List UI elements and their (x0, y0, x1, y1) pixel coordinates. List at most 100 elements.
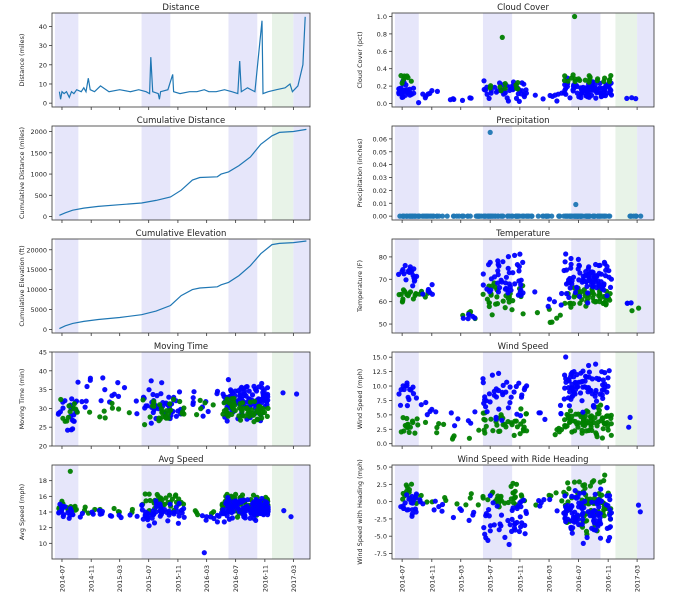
data-point (518, 394, 525, 400)
data-point (498, 512, 505, 518)
data-point (598, 498, 605, 504)
plot-area (396, 251, 642, 325)
data-point (467, 95, 473, 101)
data-point (565, 395, 572, 401)
y-axis-label: Cloud Cover (pct) (356, 31, 364, 88)
data-point (482, 417, 488, 423)
data-point (599, 369, 605, 375)
data-point (410, 391, 417, 397)
data-point (424, 499, 430, 505)
data-point (572, 387, 579, 393)
data-point (566, 403, 573, 409)
data-point (494, 301, 501, 307)
data-point (596, 510, 602, 516)
data-point (190, 395, 196, 401)
data-point (579, 279, 585, 285)
y-tick-label: 1500 (30, 149, 47, 157)
data-point (433, 409, 439, 415)
season-band (615, 352, 638, 446)
data-point (463, 502, 469, 508)
data-point (70, 426, 76, 432)
data-point (593, 527, 599, 533)
data-point (492, 84, 498, 90)
data-point (546, 492, 552, 498)
data-point (259, 380, 265, 387)
season-band (615, 126, 638, 220)
data-point (594, 375, 600, 381)
data-point (480, 291, 486, 297)
series-line (59, 240, 307, 330)
data-point (514, 424, 521, 430)
x-tick-label: 2014-07 (58, 565, 66, 592)
data-point (511, 389, 517, 395)
data-point (507, 522, 513, 528)
season-band (394, 126, 419, 220)
data-point (456, 213, 462, 219)
data-point (489, 312, 495, 318)
data-point (509, 528, 515, 535)
data-point (605, 427, 611, 433)
data-point (537, 503, 543, 509)
data-point (281, 508, 287, 514)
data-point (139, 507, 145, 513)
data-point (575, 420, 582, 426)
data-point (567, 279, 573, 286)
data-point (606, 368, 612, 374)
data-point (518, 524, 524, 530)
axes-frame (391, 464, 655, 560)
data-point (489, 372, 495, 378)
data-point (237, 392, 243, 399)
data-point (496, 527, 502, 533)
data-point (570, 301, 577, 307)
data-point (466, 311, 472, 318)
data-point (602, 384, 608, 390)
data-point (535, 213, 541, 219)
data-point (221, 408, 227, 414)
data-point (102, 415, 108, 421)
data-point (247, 515, 253, 521)
data-point (115, 380, 121, 386)
data-point (563, 291, 570, 297)
y-tick-label: 0.8 (377, 30, 387, 38)
data-point (487, 399, 493, 405)
y-tick-label: 10 (39, 540, 47, 548)
data-point (568, 75, 575, 81)
data-point (593, 398, 600, 404)
data-point (624, 300, 631, 306)
data-point (192, 508, 198, 514)
data-point (503, 285, 509, 291)
subplot-title: Cumulative Elevation (136, 229, 227, 239)
data-point (502, 81, 508, 87)
data-point (562, 493, 568, 499)
season-band (293, 465, 310, 559)
data-point (408, 481, 415, 487)
data-point (204, 514, 210, 520)
x-tick-label: 2014-11 (428, 565, 436, 592)
data-point (599, 213, 606, 219)
data-point (244, 406, 250, 412)
data-point (589, 499, 595, 505)
data-point (498, 523, 504, 529)
data-point (264, 385, 271, 391)
data-point (505, 213, 511, 219)
x-tick-label: 2015-07 (487, 565, 495, 592)
data-point (536, 498, 542, 504)
y-tick-label: 0 (43, 213, 47, 221)
data-point (176, 389, 183, 395)
data-point (210, 402, 216, 408)
data-point (590, 86, 596, 92)
data-point (477, 213, 483, 219)
data-point (541, 497, 547, 503)
data-point (491, 274, 498, 280)
data-point (516, 380, 522, 386)
data-point (555, 91, 561, 97)
data-point (547, 319, 553, 325)
data-point (163, 495, 169, 501)
data-point (561, 213, 567, 219)
data-point (116, 512, 122, 518)
data-point (605, 375, 611, 381)
data-point (404, 492, 410, 498)
data-point (607, 297, 613, 303)
season-band (293, 239, 310, 333)
data-point (431, 507, 437, 513)
